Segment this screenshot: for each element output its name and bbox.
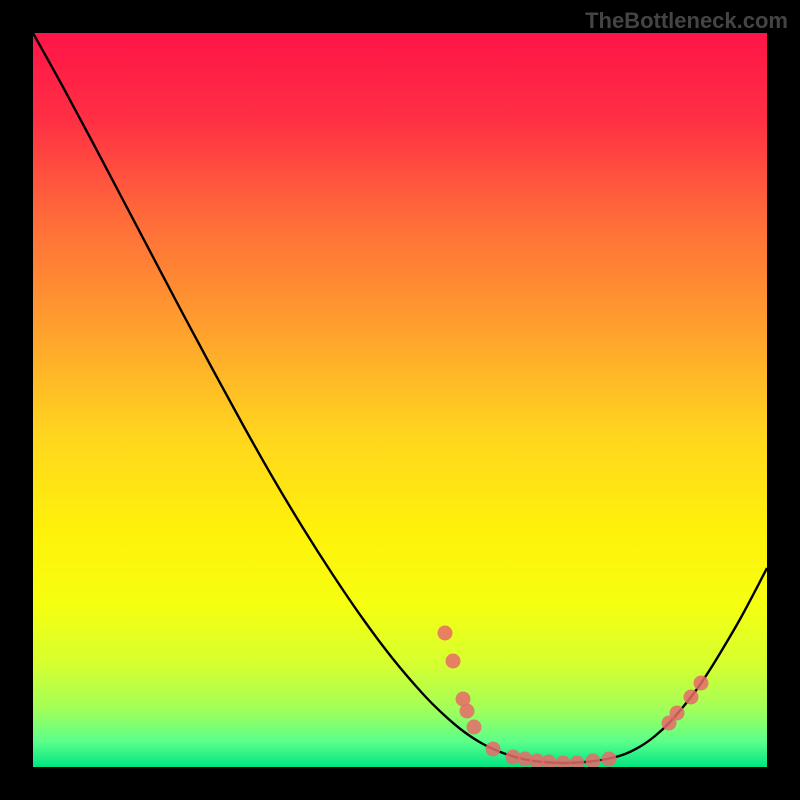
plot-svg: [33, 33, 767, 767]
data-marker: [684, 690, 699, 705]
data-marker: [438, 626, 453, 641]
plot-area: [33, 33, 767, 767]
data-marker: [460, 704, 475, 719]
data-marker: [670, 706, 685, 721]
data-marker: [694, 676, 709, 691]
data-marker: [467, 720, 482, 735]
data-marker: [446, 654, 461, 669]
gradient-background: [33, 33, 767, 767]
chart-container: TheBottleneck.com: [0, 0, 800, 800]
data-marker: [602, 752, 617, 767]
data-marker: [486, 742, 501, 757]
watermark-text: TheBottleneck.com: [585, 8, 788, 34]
